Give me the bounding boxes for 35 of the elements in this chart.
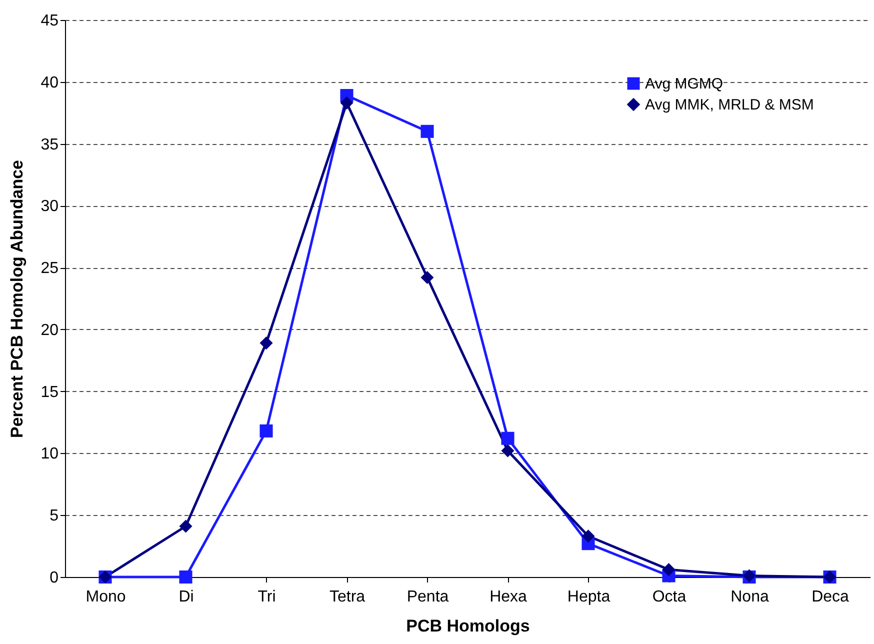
x-tick-label: Mono xyxy=(86,588,126,606)
x-tick-label: Nona xyxy=(730,588,769,606)
legend-label: Avg MMK, MRLD & MSM xyxy=(645,96,814,114)
y-tick-label: 45 xyxy=(40,12,59,30)
point xyxy=(501,432,514,445)
point xyxy=(260,336,273,350)
y-tick-label: 35 xyxy=(40,136,59,154)
y-tick-label: 5 xyxy=(50,508,59,525)
x-tick-label: Octa xyxy=(652,588,686,606)
x-tick-label: Penta xyxy=(406,588,449,606)
x-axis-title: PCB Homologs xyxy=(406,616,530,636)
point xyxy=(340,96,354,110)
x-tick-label: Di xyxy=(178,588,194,606)
x-tick-label: Hexa xyxy=(490,588,528,606)
x-tick-label: Deca xyxy=(812,588,850,606)
point xyxy=(260,424,273,438)
x-tick-label: Tetra xyxy=(329,588,366,606)
x-tick-label: Tri xyxy=(258,588,276,606)
point xyxy=(179,520,192,533)
point xyxy=(420,270,434,284)
legend-label: Avg MGMQ xyxy=(645,76,724,92)
y-tick-label: 30 xyxy=(40,198,59,216)
point xyxy=(179,570,192,584)
y-tick-label: 20 xyxy=(40,322,59,339)
point xyxy=(582,530,595,543)
point xyxy=(501,444,514,458)
y-tick-label: 0 xyxy=(50,570,59,586)
y-tick-label: 25 xyxy=(40,260,59,278)
y-axis-title: Percent PCB Homolog Abundance xyxy=(8,160,27,438)
point xyxy=(420,124,434,138)
y-tick-label: 15 xyxy=(40,384,59,401)
y-tick-label: 40 xyxy=(40,74,59,92)
point xyxy=(662,563,676,576)
x-tick-label: Hepta xyxy=(567,588,610,606)
y-tick-label: 10 xyxy=(40,446,59,463)
